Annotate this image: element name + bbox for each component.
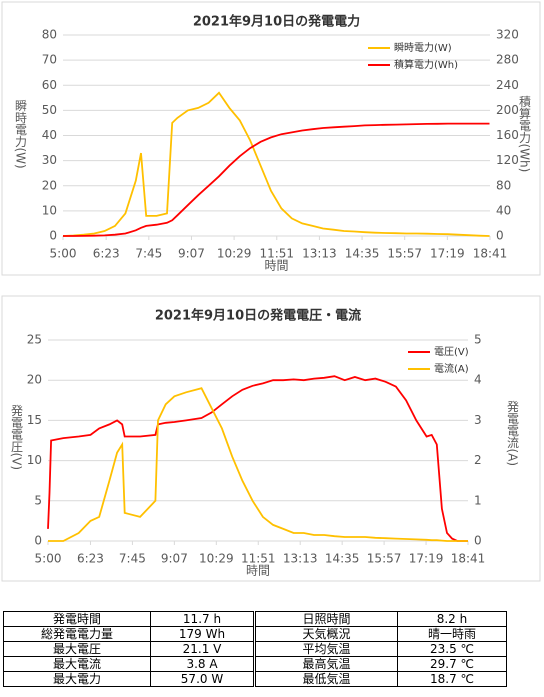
y2-tick-label: 200 bbox=[496, 103, 519, 117]
y2-tick-label: 240 bbox=[496, 78, 519, 92]
y-tick-label: 10 bbox=[42, 203, 57, 217]
series-line bbox=[47, 375, 468, 542]
x-tick-label: 10:29 bbox=[217, 247, 252, 261]
y-axis-label: 発電電圧(V) bbox=[10, 404, 24, 470]
y-tick-label: 80 bbox=[42, 28, 57, 42]
table-key: 最大電力 bbox=[3, 671, 151, 687]
y-tick-label: 15 bbox=[27, 413, 42, 427]
y2-tick-label: 280 bbox=[496, 53, 519, 67]
x-tick-label: 6:23 bbox=[77, 552, 104, 566]
x-tick-label: 13:13 bbox=[283, 552, 318, 566]
y-tick-label: 20 bbox=[27, 373, 42, 387]
x-tick-label: 11:51 bbox=[259, 247, 294, 261]
chart-frame bbox=[1, 295, 541, 582]
y2-axis-label: 積算電力(Wh) bbox=[518, 94, 532, 172]
x-tick-label: 10:29 bbox=[199, 552, 234, 566]
table-key: 天気概況 bbox=[253, 626, 398, 642]
table-value: 3.8 A bbox=[150, 656, 255, 672]
table-row: 最大電力 57.0 W 最低気温 18.7 ℃ bbox=[3, 671, 507, 687]
series-line bbox=[63, 122, 490, 237]
charts: 2021年9月10日の発電電力0102030405060708004080120… bbox=[1, 1, 541, 582]
legend-label: 電圧(V) bbox=[434, 346, 469, 358]
y-tick-label: 10 bbox=[27, 453, 42, 467]
legend-label: 積算電力(Wh) bbox=[394, 58, 458, 71]
x-tick-label: 17:19 bbox=[430, 247, 465, 261]
table-key: 日照時間 bbox=[253, 611, 398, 627]
y2-tick-label: 320 bbox=[496, 28, 519, 42]
x-tick-label: 5:00 bbox=[50, 247, 77, 261]
y-tick-label: 25 bbox=[27, 333, 42, 347]
y2-tick-label: 80 bbox=[496, 178, 511, 192]
x-tick-label: 14:35 bbox=[345, 247, 380, 261]
y2-tick-label: 5 bbox=[474, 333, 482, 347]
x-tick-label: 6:23 bbox=[93, 247, 120, 261]
table-value: 晴一時雨 bbox=[397, 626, 507, 642]
x-tick-label: 7:45 bbox=[119, 552, 146, 566]
y-tick-label: 60 bbox=[42, 78, 57, 92]
x-tick-label: 18:41 bbox=[473, 247, 508, 261]
table-value: 179 Wh bbox=[150, 626, 255, 642]
table-key: 最大電圧 bbox=[3, 641, 151, 657]
series-line bbox=[62, 91, 490, 237]
table-value: 8.2 h bbox=[397, 611, 507, 627]
y2-axis-label: 発電電流(A) bbox=[506, 400, 520, 466]
table-value: 57.0 W bbox=[150, 671, 255, 687]
x-tick-label: 13:13 bbox=[302, 247, 337, 261]
table-key: 最低気温 bbox=[253, 671, 398, 687]
table-row: 最大電流 3.8 A 最高気温 29.7 ℃ bbox=[3, 656, 507, 672]
table-key: 平均気温 bbox=[253, 641, 398, 657]
y2-tick-label: 120 bbox=[496, 153, 519, 167]
y-tick-label: 40 bbox=[42, 128, 57, 142]
table-key: 発電時間 bbox=[3, 611, 151, 627]
table-value: 21.1 V bbox=[150, 641, 255, 657]
y-tick-label: 20 bbox=[42, 178, 57, 192]
y-tick-label: 5 bbox=[34, 493, 42, 507]
y-tick-label: 30 bbox=[42, 153, 57, 167]
table-row: 最大電圧 21.1 V 平均気温 23.5 ℃ bbox=[3, 641, 507, 657]
legend-label: 瞬時電力(W) bbox=[394, 41, 452, 54]
table-value: 11.7 h bbox=[150, 611, 255, 627]
y2-tick-label: 4 bbox=[474, 373, 482, 387]
x-tick-label: 18:41 bbox=[451, 552, 486, 566]
y-tick-label: 0 bbox=[34, 534, 42, 548]
x-axis-label: 時間 bbox=[264, 259, 288, 273]
y-tick-label: 50 bbox=[42, 103, 57, 117]
chart-title: 2021年9月10日の発電電力 bbox=[193, 14, 360, 30]
table-row: 総発電電力量 179 Wh 天気概況 晴一時雨 bbox=[3, 626, 507, 642]
series-line bbox=[48, 387, 468, 542]
table-key: 最高気温 bbox=[253, 656, 398, 672]
y2-tick-label: 160 bbox=[496, 128, 519, 142]
chart-frame bbox=[1, 1, 541, 276]
table-value: 23.5 ℃ bbox=[397, 641, 507, 657]
legend-label: 電流(A) bbox=[434, 362, 469, 375]
y2-tick-label: 3 bbox=[474, 413, 482, 427]
x-tick-label: 7:45 bbox=[135, 247, 162, 261]
chart-title: 2021年9月10日の発電電圧・電流 bbox=[155, 308, 361, 324]
x-tick-label: 15:57 bbox=[367, 552, 402, 566]
x-tick-label: 15:57 bbox=[387, 247, 422, 261]
summary-table: 発電時間 11.7 h 日照時間 8.2 h 総発電電力量 179 Wh 天気概況 晴一時雨最… bbox=[3, 611, 507, 687]
y-axis-label: 瞬時電力(W) bbox=[14, 99, 28, 169]
table-row: 発電時間 11.7 h 日照時間 8.2 h bbox=[3, 611, 507, 627]
y2-tick-label: 0 bbox=[474, 534, 482, 548]
table-value: 18.7 ℃ bbox=[397, 671, 507, 687]
table-value: 29.7 ℃ bbox=[397, 656, 507, 672]
table-key: 総発電電力量 bbox=[3, 626, 151, 642]
y-tick-label: 70 bbox=[42, 53, 57, 67]
x-tick-label: 17:19 bbox=[409, 552, 444, 566]
y2-tick-label: 1 bbox=[474, 493, 482, 507]
y-tick-label: 0 bbox=[49, 229, 57, 243]
y2-tick-label: 40 bbox=[496, 203, 511, 217]
y2-tick-label: 0 bbox=[496, 229, 504, 243]
x-axis-label: 時間 bbox=[246, 564, 270, 578]
table-key: 最大電流 bbox=[3, 656, 151, 672]
x-tick-label: 9:07 bbox=[161, 552, 188, 566]
y2-tick-label: 2 bbox=[474, 453, 482, 467]
x-tick-label: 14:35 bbox=[325, 552, 360, 566]
x-tick-label: 9:07 bbox=[178, 247, 205, 261]
x-tick-label: 11:51 bbox=[241, 552, 276, 566]
x-tick-label: 5:00 bbox=[35, 552, 62, 566]
